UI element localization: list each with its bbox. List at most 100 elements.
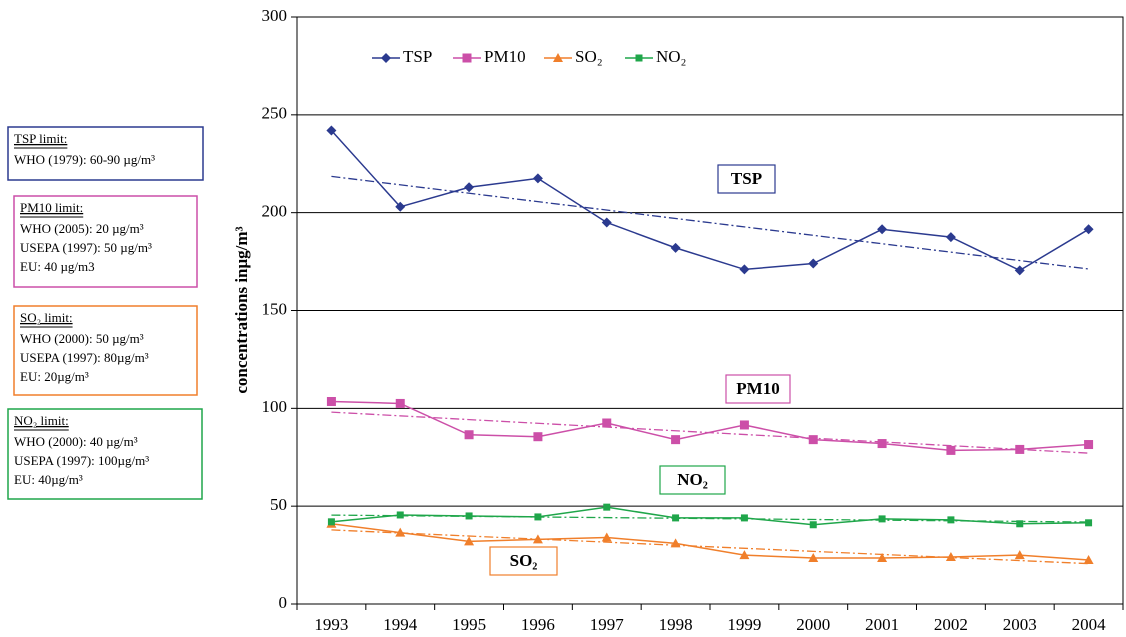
x-tick-label: 2000 xyxy=(796,615,830,634)
marker xyxy=(945,552,956,562)
limit-title: PM10 limit: xyxy=(20,200,83,215)
series-label: SO₂ xyxy=(510,551,538,570)
marker xyxy=(808,258,819,269)
marker xyxy=(878,515,886,523)
marker xyxy=(553,53,563,62)
marker xyxy=(808,553,819,563)
series-label: PM10 xyxy=(736,379,779,398)
x-tick-label: 1996 xyxy=(521,615,555,634)
marker xyxy=(809,521,817,529)
limit-line: USEPA (1997): 80µg/m³ xyxy=(20,350,149,365)
limit-line: WHO (2000): 40 µg/m³ xyxy=(14,434,138,449)
marker xyxy=(877,553,888,563)
trend-line xyxy=(331,411,1089,454)
y-tick-label: 250 xyxy=(262,104,288,123)
marker xyxy=(465,512,473,520)
marker xyxy=(326,125,337,136)
marker xyxy=(670,538,681,548)
limit-line: USEPA (1997): 50 µg/m³ xyxy=(20,240,152,255)
limit-line: EU: 40 µg/m3 xyxy=(20,259,95,274)
marker xyxy=(670,242,681,253)
y-tick-label: 100 xyxy=(262,397,288,416)
marker xyxy=(395,527,406,537)
x-tick-label: 2003 xyxy=(1003,615,1037,634)
marker xyxy=(532,173,543,184)
x-tick-label: 1994 xyxy=(383,615,418,634)
marker xyxy=(534,513,542,521)
y-tick-label: 0 xyxy=(279,593,288,612)
trend-line xyxy=(331,175,1089,270)
limit-line: WHO (2005): 20 µg/m³ xyxy=(20,221,144,236)
marker xyxy=(945,232,956,243)
marker xyxy=(464,182,475,193)
marker xyxy=(1083,224,1094,235)
series-label: NO₂ xyxy=(677,470,708,489)
y-tick-label: 150 xyxy=(262,299,288,318)
limit-title: TSP limit: xyxy=(14,131,67,146)
series-label-box xyxy=(725,374,791,404)
y-tick-label: 300 xyxy=(262,6,288,25)
marker xyxy=(1085,519,1093,527)
legend-label: TSP xyxy=(403,47,432,66)
limit-title: SO₂ limit: xyxy=(20,310,73,325)
y-tick-label: 200 xyxy=(262,202,288,221)
series-line xyxy=(331,523,1089,561)
x-tick-label: 1993 xyxy=(314,615,348,634)
marker xyxy=(671,435,681,445)
marker xyxy=(877,439,887,449)
marker xyxy=(462,53,472,63)
marker xyxy=(532,534,543,544)
marker xyxy=(1084,440,1094,450)
limit-line: WHO (1979): 60-90 µg/m³ xyxy=(14,152,155,167)
x-tick-label: 1998 xyxy=(659,615,693,634)
marker xyxy=(464,430,474,440)
limit-line: EU: 40µg/m³ xyxy=(14,472,83,487)
x-tick-label: 1999 xyxy=(727,615,761,634)
marker xyxy=(464,536,475,546)
marker xyxy=(601,217,612,228)
y-axis-label: concentrations inμg/m³ xyxy=(232,226,251,393)
marker xyxy=(946,445,956,455)
series-label: TSP xyxy=(731,169,762,188)
limit-line: USEPA (1997): 100µg/m³ xyxy=(14,453,149,468)
x-tick-label: 1995 xyxy=(452,615,486,634)
marker xyxy=(739,420,749,430)
marker xyxy=(602,418,612,428)
marker xyxy=(381,53,391,63)
marker xyxy=(808,435,818,445)
limit-box xyxy=(13,195,198,288)
series-label-box xyxy=(717,164,776,194)
trend-line xyxy=(331,514,1089,523)
marker xyxy=(601,532,612,542)
limit-box xyxy=(13,305,198,396)
limit-box xyxy=(7,126,204,181)
marker xyxy=(533,432,543,442)
marker xyxy=(877,224,888,235)
x-tick-label: 2001 xyxy=(865,615,899,634)
marker xyxy=(603,503,611,511)
marker xyxy=(395,398,405,408)
marker xyxy=(1015,444,1025,454)
x-tick-label: 2004 xyxy=(1072,615,1107,634)
limit-title: NO₂ limit: xyxy=(14,413,69,428)
marker xyxy=(672,514,680,522)
limit-box xyxy=(7,408,203,500)
marker xyxy=(635,54,643,62)
marker xyxy=(739,550,750,560)
marker xyxy=(396,511,404,519)
series-label-box xyxy=(489,546,558,576)
x-tick-label: 1997 xyxy=(590,615,625,634)
series-label-box xyxy=(659,465,726,495)
marker xyxy=(1016,520,1024,528)
marker xyxy=(739,264,750,275)
series-line xyxy=(331,506,1089,526)
series-line xyxy=(330,129,1089,272)
limit-line: WHO (2000): 50 µg/m³ xyxy=(20,331,144,346)
marker xyxy=(1014,265,1025,276)
marker xyxy=(326,396,336,406)
trend-line xyxy=(331,529,1089,565)
marker xyxy=(1083,554,1094,564)
marker xyxy=(1014,550,1025,560)
y-tick-label: 50 xyxy=(270,495,287,514)
